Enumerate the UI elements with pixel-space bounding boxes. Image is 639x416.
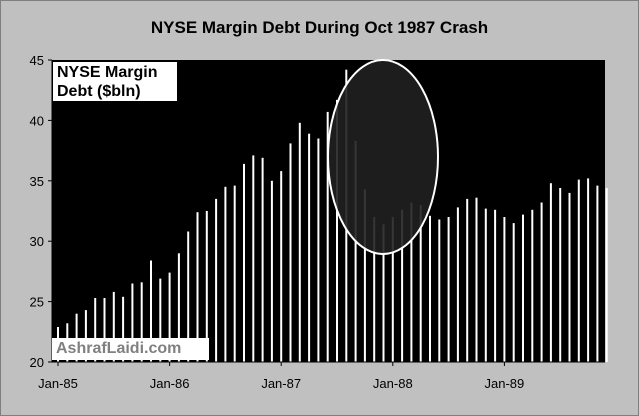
bar xyxy=(336,99,338,363)
legend-label-line-1: NYSE Margin xyxy=(57,64,158,81)
bar xyxy=(466,198,469,362)
bar xyxy=(587,178,590,362)
bar xyxy=(484,208,487,362)
bar xyxy=(326,111,329,363)
bar xyxy=(289,143,292,362)
bar xyxy=(252,155,255,362)
bar xyxy=(270,180,273,362)
bar xyxy=(168,272,171,362)
y-tick-label: 20 xyxy=(30,355,44,370)
crash-highlight-ellipse xyxy=(327,59,439,255)
x-tick-label: Jan-85 xyxy=(38,376,78,391)
bar xyxy=(308,133,311,362)
bar xyxy=(205,211,208,362)
bar xyxy=(177,253,180,362)
bar xyxy=(438,219,441,362)
bar xyxy=(373,217,376,362)
bar xyxy=(187,231,190,362)
bar xyxy=(522,214,524,362)
bar xyxy=(243,163,245,362)
bar xyxy=(447,217,450,362)
bar xyxy=(512,223,515,362)
x-axis: Jan-85 Jan-86 Jan-87 Jan-88 Jan-89 xyxy=(38,361,605,391)
bar xyxy=(215,198,218,362)
x-tick-label: Jan-87 xyxy=(261,376,301,391)
bar xyxy=(94,298,97,362)
y-tick-label: 35 xyxy=(30,174,44,189)
bar xyxy=(280,171,283,362)
bar xyxy=(159,278,162,362)
bar xyxy=(559,188,562,362)
bar xyxy=(549,183,552,362)
bar xyxy=(354,140,357,362)
bar xyxy=(122,296,125,362)
bar xyxy=(298,122,301,362)
x-tick-label: Jan-89 xyxy=(485,376,525,391)
bar xyxy=(140,282,143,362)
bar xyxy=(150,260,152,362)
chart-title: NYSE Margin Debt During Oct 1987 Crash xyxy=(150,18,489,37)
bar xyxy=(112,291,115,362)
bar xyxy=(419,205,422,362)
bar xyxy=(494,209,497,362)
bar xyxy=(410,202,413,362)
y-tick-label: 40 xyxy=(30,113,44,128)
y-tick-label: 30 xyxy=(30,234,44,249)
x-tick-label: Jan-86 xyxy=(150,376,190,391)
bar xyxy=(475,197,478,362)
bar xyxy=(429,215,431,362)
bar xyxy=(75,313,78,362)
bar xyxy=(131,283,134,362)
bar-series xyxy=(57,69,608,363)
bar xyxy=(596,185,599,362)
bar xyxy=(261,157,264,362)
bar xyxy=(605,188,608,362)
legend-box: NYSE Margin Debt ($bln) xyxy=(52,61,178,102)
y-tick-label: 25 xyxy=(30,295,44,310)
bar xyxy=(382,224,385,362)
bar xyxy=(196,212,199,362)
bar xyxy=(84,310,87,362)
bar xyxy=(233,185,236,362)
bar xyxy=(391,217,394,362)
bar xyxy=(540,202,543,362)
bar xyxy=(401,209,404,362)
bar xyxy=(224,186,227,362)
y-tick-label: 45 xyxy=(30,53,44,68)
bar xyxy=(317,138,320,362)
y-axis: 20 25 30 35 40 45 xyxy=(30,53,53,370)
bar xyxy=(568,192,571,362)
bar xyxy=(531,209,534,362)
x-tick-label: Jan-88 xyxy=(373,376,413,391)
bar xyxy=(363,189,366,362)
legend-label-line-2: Debt ($bln) xyxy=(57,83,141,100)
bar xyxy=(577,179,580,362)
bar xyxy=(103,298,106,362)
watermark-label: AshrafLaidi.com xyxy=(52,338,209,360)
bar xyxy=(456,207,459,362)
bar xyxy=(503,217,506,362)
